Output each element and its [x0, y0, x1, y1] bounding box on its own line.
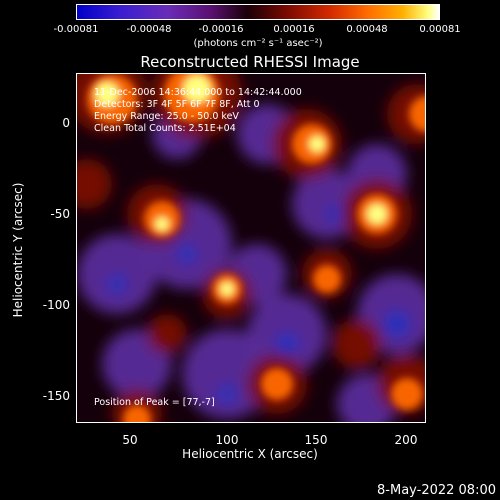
clean-counts-label: Clean Total Counts: 2.51E+04: [94, 123, 236, 134]
heatmap: [77, 74, 425, 422]
heatmap-blob: [155, 217, 169, 231]
peak-position-label: Position of Peak = [77,-7]: [94, 397, 215, 408]
x-tick-label: 200: [394, 433, 418, 447]
y-axis-label: Heliocentric Y (arcsec): [11, 182, 25, 318]
colorbar-tick: -0.00081: [53, 24, 99, 35]
x-tick-label: 100: [215, 433, 239, 447]
heatmap-blob: [391, 378, 423, 410]
heatmap-blob: [77, 159, 112, 209]
heatmap-blob: [367, 204, 387, 224]
heatmap-blob: [261, 368, 293, 400]
energy-range-label: Energy Range: 25.0 - 50.0 keV: [94, 111, 239, 122]
colorbar-tick: -0.00048: [126, 24, 172, 35]
heatmap-blob: [217, 384, 237, 404]
colorbar-tick: 0.00081: [419, 24, 461, 35]
heatmap-blob: [177, 244, 197, 264]
heatmap-blob: [332, 319, 382, 369]
heatmap-blob: [183, 75, 211, 103]
heatmap-blob: [275, 332, 299, 356]
x-tick-label: 150: [304, 433, 328, 447]
y-tick-label: 0: [62, 116, 70, 130]
heatmap-blob: [182, 329, 272, 419]
heatmap-blob: [220, 282, 234, 296]
image-title: Reconstructed RHESSI Image: [140, 53, 360, 71]
heatmap-blob: [123, 405, 151, 422]
heatmap-blob: [313, 265, 341, 293]
detectors-label: Detectors: 3F 4F 5F 6F 7F 8F, Att 0: [94, 99, 260, 110]
colorbar-tick: 0.00048: [346, 24, 388, 35]
heatmap-blob: [387, 84, 425, 144]
colorbar: [76, 4, 440, 20]
heatmap-blob: [383, 310, 411, 338]
rhessi-image: [76, 73, 426, 423]
colorbar-unit-label: (photons cm⁻² s⁻¹ asec⁻²): [193, 38, 323, 49]
heatmap-blob: [147, 314, 187, 354]
y-tick-label: -50: [50, 207, 70, 221]
y-tick-label: -150: [42, 389, 70, 403]
x-axis-label: Heliocentric X (arcsec): [182, 447, 318, 461]
heatmap-blob: [95, 82, 119, 106]
colorbar-tick: 0.00016: [273, 24, 315, 35]
y-tick-label: -100: [42, 298, 70, 312]
date-stamp: 8-May-2022 08:00: [377, 483, 496, 498]
colorbar-tick: -0.00016: [198, 24, 244, 35]
x-tick-label: 50: [122, 433, 138, 447]
heatmap-blob: [309, 136, 325, 152]
heatmap-blob: [409, 96, 425, 132]
time-range-label: 11-Dec-2006 14:36:44.000 to 14:42:44.000: [94, 87, 302, 98]
heatmap-blob: [327, 204, 347, 224]
heatmap-blob: [107, 274, 127, 294]
